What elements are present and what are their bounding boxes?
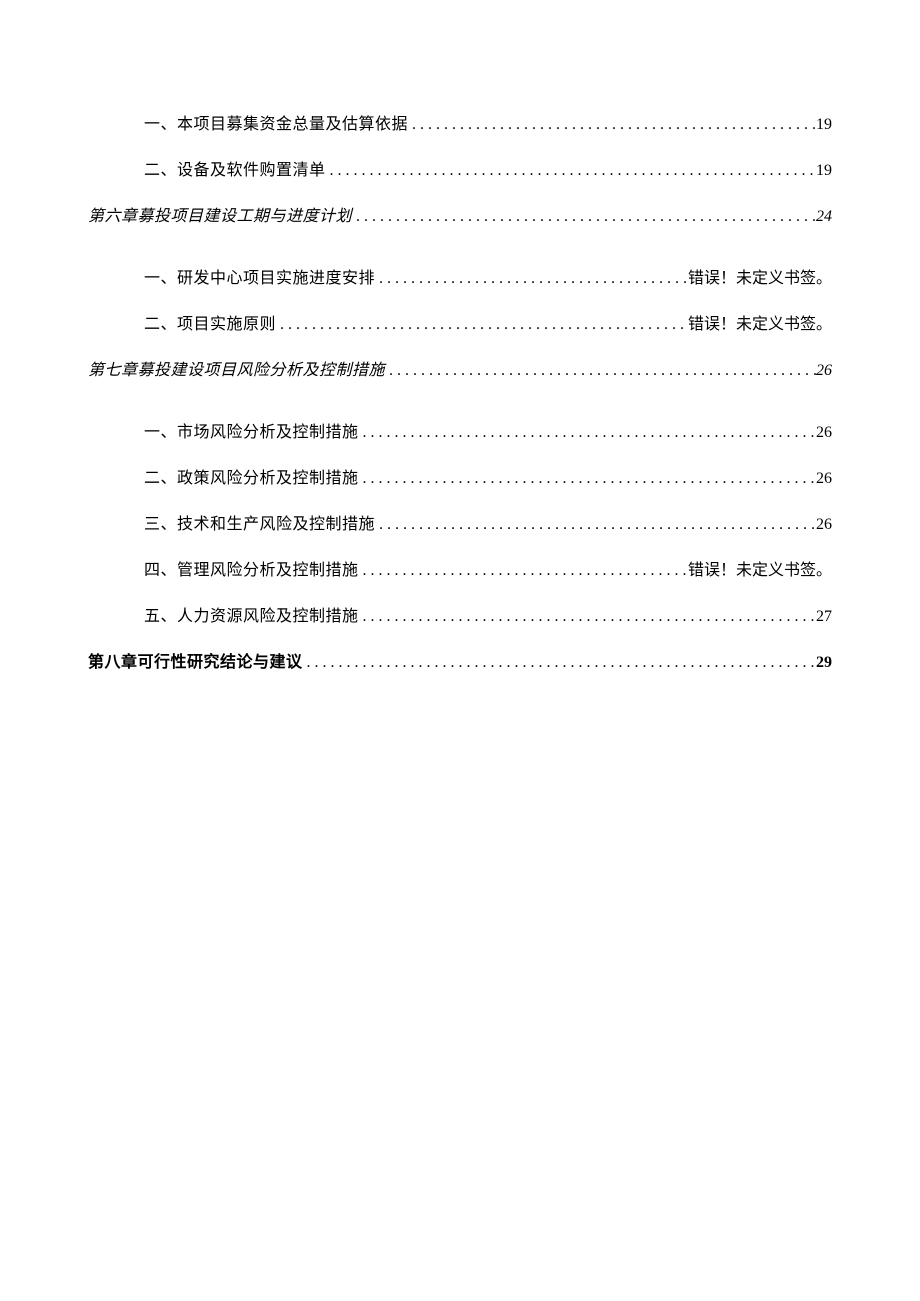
toc-chapter-entry: 第六章募投项目建设工期与进度计划 24 (88, 202, 832, 226)
toc-dot-leader (375, 270, 688, 288)
toc-section-entry: 三、技术和生产风险及控制措施 26 (88, 510, 832, 534)
toc-dot-leader (359, 424, 816, 442)
toc-entry-page: 错误！未定义书签。 (688, 310, 832, 334)
toc-entry-label: 第六章募投项目建设工期与进度计划 (88, 202, 352, 226)
toc-entry-label: 二、设备及软件购置清单 (144, 156, 326, 180)
toc-chapter-entry: 第七章募投建设项目风险分析及控制措施 26 (88, 356, 832, 380)
toc-entry-page: 错误！未定义书签。 (688, 556, 832, 580)
toc-entry-page: 24 (816, 208, 832, 226)
table-of-contents: 一、本项目募集资金总量及估算依据 19 二、设备及软件购置清单 19 第六章募投项目建设… (88, 110, 832, 672)
toc-entry-label: 第七章募投建设项目风险分析及控制措施 (88, 356, 385, 380)
toc-section-entry: 一、研发中心项目实施进度安排 错误！未定义书签。 (88, 264, 832, 288)
toc-group-gap (88, 252, 832, 264)
toc-dot-leader (359, 470, 816, 488)
toc-entry-label: 三、技术和生产风险及控制措施 (144, 510, 375, 534)
toc-dot-leader (352, 208, 816, 226)
toc-entry-page: 26 (816, 362, 832, 380)
toc-entry-page: 19 (816, 116, 832, 134)
toc-entry-label: 五、人力资源风险及控制措施 (144, 602, 359, 626)
toc-entry-page: 26 (816, 470, 832, 488)
toc-entry-label: 二、项目实施原则 (144, 310, 276, 334)
toc-dot-leader (408, 116, 816, 134)
toc-dot-leader (359, 562, 688, 580)
toc-entry-page: 29 (816, 654, 832, 672)
toc-section-entry: 一、市场风险分析及控制措施 26 (88, 418, 832, 442)
toc-group-gap (88, 406, 832, 418)
toc-entry-label: 第八章可行性研究结论与建议 (88, 648, 303, 672)
toc-entry-label: 二、政策风险分析及控制措施 (144, 464, 359, 488)
toc-chapter-entry: 第八章可行性研究结论与建议 29 (88, 648, 832, 672)
toc-section-entry: 二、项目实施原则 错误！未定义书签。 (88, 310, 832, 334)
toc-dot-leader (303, 654, 816, 672)
toc-entry-page: 26 (816, 516, 832, 534)
toc-dot-leader (375, 516, 816, 534)
toc-entry-label: 一、本项目募集资金总量及估算依据 (144, 110, 408, 134)
toc-entry-page: 27 (816, 608, 832, 626)
toc-entry-label: 一、研发中心项目实施进度安排 (144, 264, 375, 288)
toc-section-entry: 一、本项目募集资金总量及估算依据 19 (88, 110, 832, 134)
toc-dot-leader (326, 162, 816, 180)
toc-dot-leader (385, 362, 816, 380)
toc-section-entry: 二、设备及软件购置清单 19 (88, 156, 832, 180)
toc-section-entry: 二、政策风险分析及控制措施 26 (88, 464, 832, 488)
toc-entry-page: 26 (816, 424, 832, 442)
toc-dot-leader (359, 608, 816, 626)
toc-entry-page: 19 (816, 162, 832, 180)
toc-section-entry: 五、人力资源风险及控制措施 27 (88, 602, 832, 626)
toc-entry-label: 一、市场风险分析及控制措施 (144, 418, 359, 442)
toc-entry-label: 四、管理风险分析及控制措施 (144, 556, 359, 580)
toc-entry-page: 错误！未定义书签。 (688, 264, 832, 288)
toc-section-entry: 四、管理风险分析及控制措施 错误！未定义书签。 (88, 556, 832, 580)
toc-dot-leader (276, 316, 688, 334)
